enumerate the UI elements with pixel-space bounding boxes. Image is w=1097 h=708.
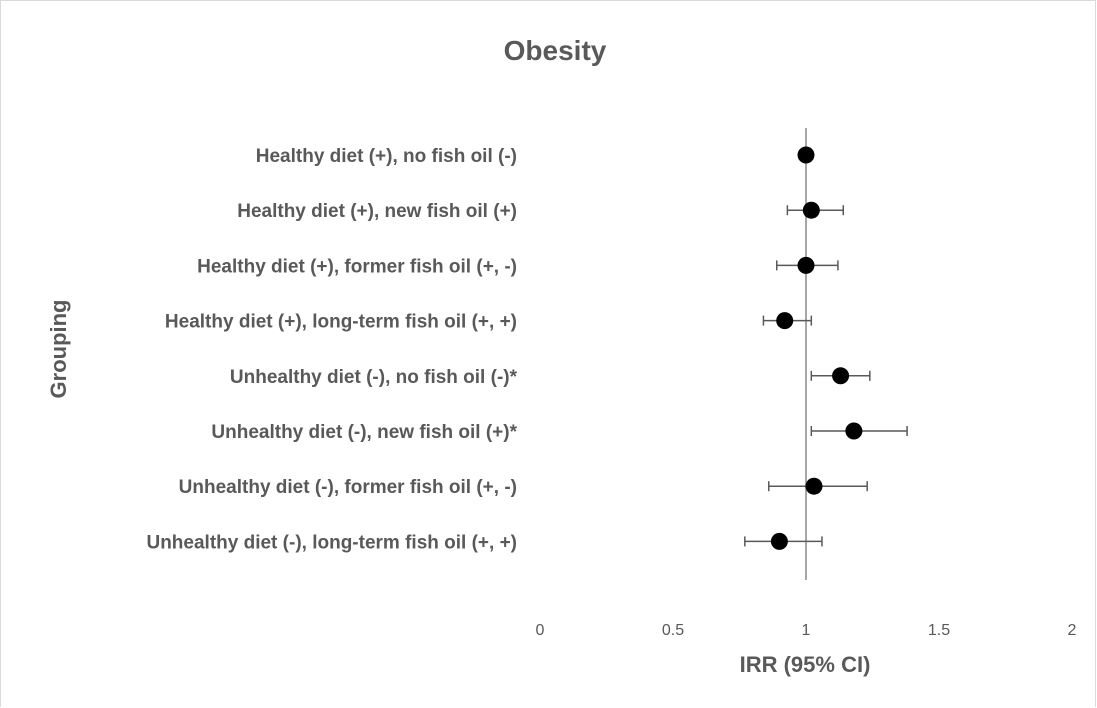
x-tick-label: 1.5 [928,622,950,639]
category-label: Healthy diet (+), new fish oil (+) [237,201,517,222]
y-axis-title: Grouping [46,300,71,399]
category-label: Unhealthy diet (-), long-term fish oil (… [146,532,517,553]
data-point [845,422,863,440]
data-point [805,477,823,495]
chart-title: Obesity [504,35,607,66]
category-label: Unhealthy diet (-), no fish oil (-)* [230,367,518,388]
category-label: Unhealthy diet (-), new fish oil (+)* [211,422,517,443]
error-bars [744,205,908,547]
data-point [797,256,815,274]
category-label: Healthy diet (+), long-term fish oil (+,… [165,312,517,333]
data-point [802,201,820,219]
x-tick-label: 0.5 [662,622,684,639]
category-label: Unhealthy diet (-), former fish oil (+, … [179,477,517,498]
data-points [770,146,863,550]
x-tick-label: 0 [536,622,545,639]
data-point [832,367,850,385]
data-point [797,146,815,164]
category-label: Healthy diet (+), no fish oil (-) [256,146,517,167]
x-tick-label: 2 [1068,622,1077,639]
x-tick-label: 1 [802,622,811,639]
data-point [770,532,788,550]
x-axis-title: IRR (95% CI) [740,652,871,677]
data-point [776,312,794,330]
category-labels: Healthy diet (+), no fish oil (-) Healthy… [146,146,517,553]
category-label: Healthy diet (+), former fish oil (+, -) [197,256,517,277]
x-tick-labels: 0 0.5 1 1.5 2 [536,622,1077,639]
